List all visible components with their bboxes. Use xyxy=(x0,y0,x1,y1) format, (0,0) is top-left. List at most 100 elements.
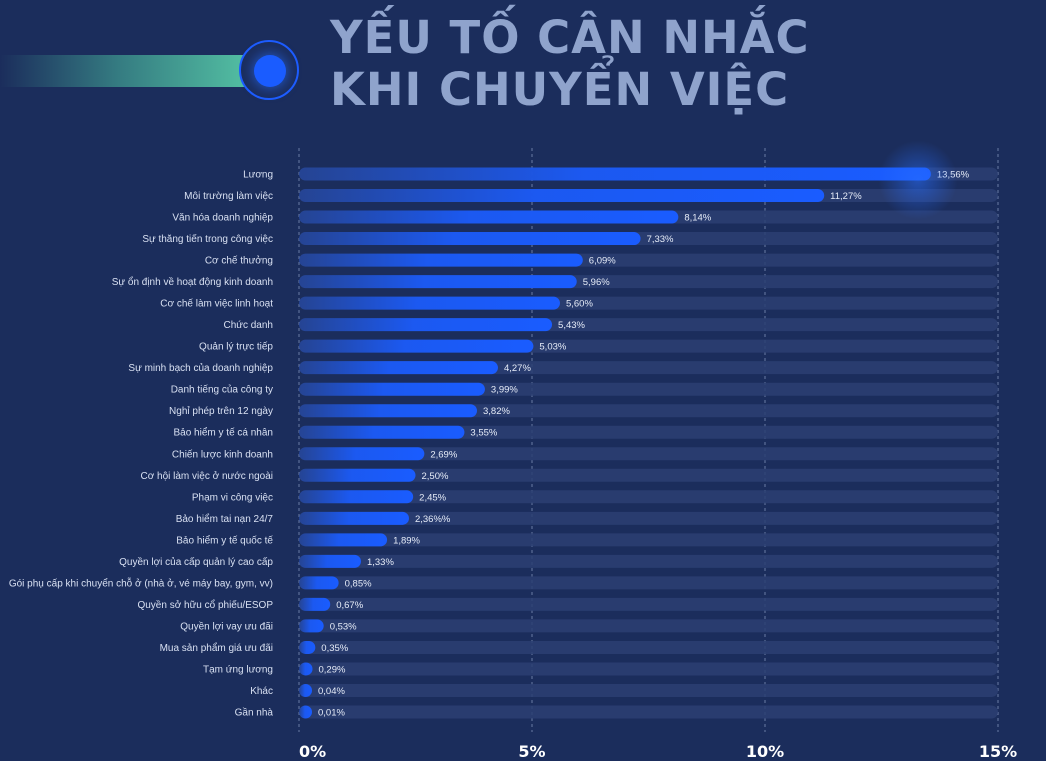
label-layer: Lương13,56%Môi trường làm việc11,27%Văn … xyxy=(9,170,970,719)
category-label: Danh tiếng của công ty xyxy=(171,384,273,396)
decorative-glow xyxy=(878,140,958,220)
bar xyxy=(299,232,641,246)
bar-track xyxy=(299,490,998,504)
category-label: Quyền lợi vay ưu đãi xyxy=(180,620,273,632)
bar-track xyxy=(299,554,998,568)
bar xyxy=(299,167,931,181)
category-label: Gói phụ cấp khi chuyển chỗ ở (nhà ở, vé … xyxy=(9,576,273,589)
bar-track xyxy=(299,468,998,482)
bar xyxy=(299,296,560,310)
bar xyxy=(299,404,478,418)
bar-track xyxy=(299,662,998,676)
bar-track xyxy=(299,576,998,590)
value-label: 0,67% xyxy=(336,600,363,611)
value-label: 3,55% xyxy=(470,428,497,439)
bar xyxy=(299,533,388,547)
value-label: 3,99% xyxy=(491,385,518,396)
bar-track xyxy=(299,447,998,461)
value-label: 0,29% xyxy=(319,664,346,675)
bar-track xyxy=(299,425,998,439)
value-label: 2,69% xyxy=(430,449,457,460)
tick-layer: 0% 5% 10% 15% xyxy=(299,742,1017,761)
bar xyxy=(299,468,416,482)
value-label: 4,27% xyxy=(504,363,531,374)
bar xyxy=(299,447,425,461)
x-tick-label: 15% xyxy=(979,742,1017,761)
value-label: 3,82% xyxy=(483,406,510,417)
bar xyxy=(299,705,312,719)
value-label: 5,43% xyxy=(558,320,585,331)
bar xyxy=(299,382,485,396)
category-label: Văn hóa doanh nghiệp xyxy=(172,213,273,224)
category-label: Quản lý trực tiếp xyxy=(199,341,273,353)
bar-track xyxy=(299,533,998,547)
bar-track xyxy=(299,511,998,525)
bar-track xyxy=(299,619,998,633)
value-label: 5,03% xyxy=(539,342,566,353)
category-label: Sự ổn định về hoạt động kinh doanh xyxy=(112,276,273,288)
category-label: Cơ hội làm việc ở nước ngoài xyxy=(140,470,273,482)
value-label: 0,85% xyxy=(345,578,372,589)
value-label: 5,60% xyxy=(566,299,593,310)
category-label: Phạm vi công việc xyxy=(192,492,273,503)
value-label: 0,01% xyxy=(318,708,345,719)
category-label: Môi trường làm việc xyxy=(184,191,273,202)
bar-track xyxy=(299,705,998,719)
bar xyxy=(299,554,361,568)
category-label: Chiến lược kinh doanh xyxy=(172,448,273,460)
bar-track xyxy=(299,640,998,654)
value-label: 2,50% xyxy=(422,471,449,482)
bar xyxy=(299,683,312,697)
category-label: Bảo hiểm y tế cá nhân xyxy=(173,427,273,439)
bar xyxy=(299,425,465,439)
decorative-gradient-bar xyxy=(0,55,262,87)
bar xyxy=(299,318,553,332)
title-line-1: YẾU TỐ CÂN NHẮC xyxy=(330,11,810,64)
bar xyxy=(299,662,313,676)
category-label: Tạm ứng lương xyxy=(203,664,273,675)
bar-track xyxy=(299,683,998,697)
category-label: Bảo hiểm tai nạn 24/7 xyxy=(176,513,274,525)
category-label: Gần nhà xyxy=(235,707,274,719)
x-tick-label: 0% xyxy=(299,742,326,761)
category-label: Chức danh xyxy=(223,320,273,331)
value-label: 7,33% xyxy=(647,234,674,245)
value-label: 1,89% xyxy=(393,535,420,546)
category-label: Khác xyxy=(250,686,273,697)
page-title: YẾU TỐ CÂN NHẮC KHI CHUYỂN VIỆC xyxy=(330,12,810,116)
bar xyxy=(299,640,316,654)
x-tick-label: 10% xyxy=(746,742,784,761)
bar xyxy=(299,339,534,353)
category-label: Quyền lợi của cấp quản lý cao cấp xyxy=(119,556,273,568)
category-label: Sự minh bạch của doanh nghiệp xyxy=(128,362,273,374)
bar xyxy=(299,511,409,525)
grid-layer xyxy=(298,148,999,732)
bar xyxy=(299,210,679,224)
bar xyxy=(299,619,324,633)
category-label: Lương xyxy=(243,170,273,181)
track-layer xyxy=(299,167,998,719)
category-label: Sự thăng tiến trong công việc xyxy=(142,233,273,245)
value-label: 0,35% xyxy=(321,643,348,654)
value-label: 2,45% xyxy=(419,492,446,503)
bar-layer xyxy=(299,167,931,719)
x-tick-label: 5% xyxy=(518,742,545,761)
bar xyxy=(299,361,498,375)
value-label: 0,04% xyxy=(318,686,345,697)
category-label: Cơ chế làm việc linh hoạt xyxy=(160,298,273,310)
bar-track xyxy=(299,597,998,611)
title-line-2: KHI CHUYỂN VIỆC xyxy=(330,63,790,116)
bar xyxy=(299,189,825,203)
bar xyxy=(299,490,414,504)
value-label: 0,53% xyxy=(330,621,357,632)
bar xyxy=(299,597,331,611)
decorative-dot xyxy=(254,55,286,87)
category-label: Cơ chế thưởng xyxy=(205,255,273,267)
category-label: Mua sản phẩm giá ưu đãi xyxy=(160,642,273,654)
value-label: 8,14% xyxy=(684,213,711,224)
bar xyxy=(299,275,577,289)
category-label: Bảo hiểm y tế quốc tế xyxy=(176,534,273,546)
bar xyxy=(299,253,583,267)
bar xyxy=(299,576,339,590)
